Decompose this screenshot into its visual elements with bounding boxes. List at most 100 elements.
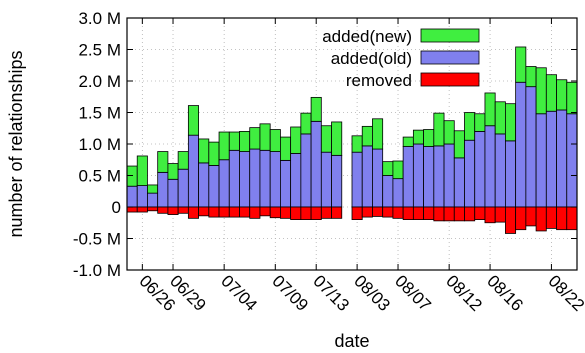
bar-added-old <box>372 148 384 208</box>
x-tick-label: 07/09 <box>268 271 312 315</box>
bar-added-old <box>474 130 486 208</box>
bar-added-old <box>280 159 292 208</box>
bar-added-new <box>382 161 394 176</box>
y-tick-label: 2.5 M <box>78 41 121 60</box>
bar-added-new <box>474 113 486 132</box>
bar-removed <box>320 206 332 219</box>
bar-added-old <box>464 139 476 208</box>
bar-added-old <box>208 165 220 208</box>
bar-added-new <box>198 138 210 164</box>
bar-removed <box>556 206 568 231</box>
bar-removed <box>157 206 169 214</box>
bar-removed <box>228 206 240 218</box>
bar-added-new <box>556 79 568 111</box>
bar-added-new <box>269 129 281 152</box>
bar-added-new <box>218 131 230 161</box>
bar-added-new <box>310 96 322 122</box>
bar-added-old <box>392 178 404 208</box>
bar-added-old <box>484 125 496 208</box>
bar-added-new <box>515 46 527 83</box>
bar-added-new <box>136 155 148 186</box>
bar-removed <box>515 206 527 231</box>
bar-added-new <box>392 160 404 180</box>
bar-added-new <box>566 81 578 115</box>
bar-removed <box>259 206 271 217</box>
y-tick-label: 0.5 M <box>78 167 121 186</box>
bar-removed <box>198 206 210 217</box>
bar-added-old <box>545 110 557 208</box>
bar-removed <box>290 206 302 220</box>
bar-added-old <box>402 146 414 208</box>
x-tick-label: 08/16 <box>483 271 527 315</box>
bar-removed <box>208 206 220 218</box>
bar-added-new <box>331 121 343 156</box>
bar-added-new <box>290 126 302 154</box>
x-tick-label: 08/12 <box>442 271 486 315</box>
bar-added-old <box>310 120 322 208</box>
bar-added-old <box>453 157 465 208</box>
bar-added-new <box>259 123 271 151</box>
bar-removed <box>269 206 281 219</box>
bar-added-new <box>535 67 547 115</box>
y-tick-label: 1.0 M <box>78 135 121 154</box>
bar-added-old <box>300 133 312 208</box>
bar-added-new <box>433 112 445 147</box>
bar-added-old <box>525 86 537 208</box>
bar-added-old <box>515 81 527 208</box>
bar-removed <box>167 206 179 215</box>
bar-added-new <box>187 105 199 136</box>
bar-removed <box>402 206 414 220</box>
bar-added-old <box>136 185 148 208</box>
legend: added(new) added(old) removed <box>322 27 480 90</box>
bar-added-new <box>351 135 363 153</box>
legend-swatch <box>420 50 480 65</box>
bar-removed <box>474 206 486 220</box>
bar-added-new <box>300 112 312 135</box>
bar-added-old <box>126 185 138 208</box>
bar-added-new <box>249 127 261 150</box>
bar-added-old <box>535 113 547 208</box>
bar-added-old <box>351 151 363 208</box>
bar-added-new <box>239 130 251 152</box>
bar-added-old <box>259 149 271 208</box>
bar-added-old <box>249 148 261 208</box>
bar-added-old <box>218 159 230 208</box>
bar-removed <box>494 206 506 223</box>
bar-removed <box>392 206 404 219</box>
bar-removed <box>433 206 445 222</box>
bar-removed <box>443 206 455 222</box>
bar-removed <box>218 206 230 218</box>
y-tick-label: 1.5 M <box>78 104 121 123</box>
legend-label: added(old) <box>331 49 412 68</box>
x-tick-label: 07/04 <box>217 271 261 315</box>
bar-added-old <box>228 149 240 208</box>
y-tick-label: -0.5 M <box>73 230 121 249</box>
bar-removed <box>423 206 435 220</box>
bar-added-new <box>453 130 465 159</box>
tick-marks <box>127 17 577 271</box>
bar-added-new <box>167 163 179 180</box>
bar-added-new <box>177 151 189 170</box>
y-tick-label: -1.0 M <box>73 261 121 280</box>
x-tick-label: 08/07 <box>391 271 435 315</box>
bar-added-new <box>361 125 373 147</box>
bar-added-old <box>198 162 210 208</box>
bar-removed <box>484 206 496 224</box>
bar-added-old <box>443 143 455 208</box>
x-tick-label: 08/22 <box>545 271 585 315</box>
bar-added-new <box>280 136 292 161</box>
bar-removed <box>566 206 578 231</box>
legend-swatch <box>420 28 480 43</box>
bar-added-old <box>320 151 332 208</box>
x-tick-label: 06/29 <box>166 271 210 315</box>
bar-added-old <box>433 145 445 208</box>
bar-added-old <box>423 146 435 208</box>
bar-added-old <box>290 153 302 208</box>
x-tick-label: 07/13 <box>309 271 353 315</box>
bar-added-old <box>269 151 281 208</box>
bar-added-new <box>147 184 159 194</box>
bar-removed <box>136 206 148 213</box>
bar-added-new <box>423 129 435 147</box>
